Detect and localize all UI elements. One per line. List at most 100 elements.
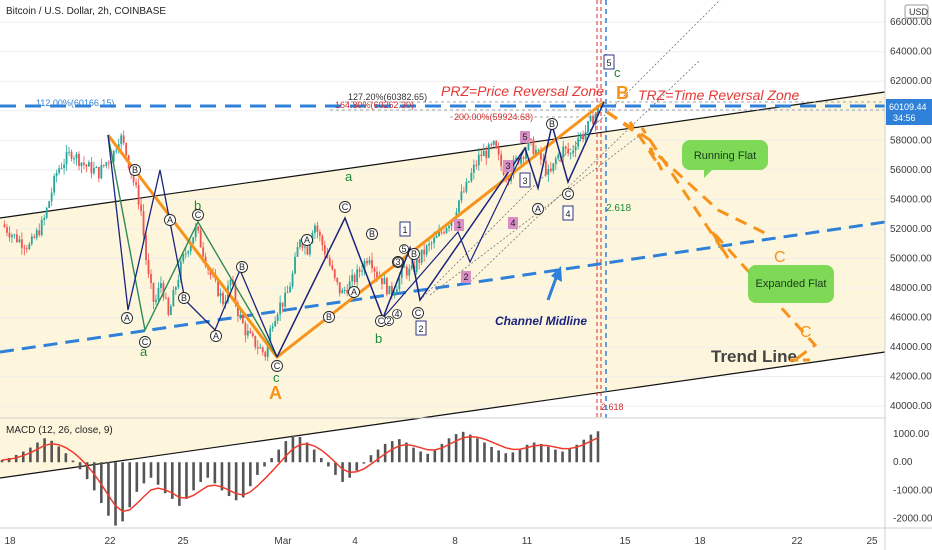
candle-body [577, 138, 580, 147]
fib-200-label: 200.00%(59924.68) [454, 112, 533, 122]
candle-body [398, 277, 401, 290]
candle-body [167, 298, 170, 315]
candle-body [25, 248, 28, 250]
candle-body [448, 225, 450, 229]
svg-text:A: A [124, 313, 130, 323]
macd-axis: -2000.00 -1000.00 0.00 1000.00 [893, 429, 932, 524]
candle-body [405, 266, 408, 276]
wave-green-a2: a [345, 169, 353, 184]
svg-text:2: 2 [463, 272, 468, 282]
macd-bar [43, 438, 46, 463]
candle-body [241, 314, 244, 324]
candle-body [65, 151, 68, 165]
macd-bar [426, 453, 430, 463]
circled-wave-label: B [129, 164, 141, 176]
wave-A-big: A [269, 383, 282, 403]
running-flat-callout: Running Flat [682, 140, 768, 178]
candle-body [415, 259, 418, 272]
candle-body [251, 333, 254, 336]
candle-body [460, 191, 463, 201]
circled-wave-label: B [366, 228, 378, 240]
candle-body [393, 292, 396, 295]
candle-body [83, 162, 85, 165]
macd-bar [234, 462, 238, 501]
candle-body [482, 150, 485, 156]
trend-line-annotation: Trend Line [711, 347, 797, 366]
candle-body [63, 164, 65, 169]
candle-body [11, 235, 13, 238]
candle-body [259, 347, 262, 349]
circled-wave-label: C [339, 201, 351, 213]
candle-body [90, 162, 93, 174]
candle-body [495, 140, 498, 149]
macd-bar [78, 462, 82, 470]
circled-wave-label: A [121, 312, 133, 324]
candle-body [165, 297, 167, 299]
candle-body [261, 347, 264, 353]
pink-wave-label: 5 [520, 131, 530, 143]
candle-body [16, 234, 18, 242]
macd-bar [348, 462, 351, 478]
macd-bar [270, 458, 273, 463]
circled-wave-label: C [139, 336, 151, 348]
candle-body [125, 143, 128, 156]
macd-bar [107, 462, 110, 516]
svg-text:2: 2 [418, 324, 423, 334]
macd-bar [525, 444, 529, 463]
circled-wave-label: B [178, 292, 190, 304]
price-tick-label: 40000.00 [890, 401, 932, 412]
macd-bar [575, 444, 579, 463]
macd-bar [114, 462, 117, 526]
candle-body [78, 153, 80, 167]
candle-body [162, 283, 165, 298]
macd-histogram [0, 431, 600, 526]
candle-body [266, 341, 269, 357]
candle-body [475, 164, 478, 166]
wave-green-c1: c [273, 370, 280, 385]
candle-body [341, 290, 344, 294]
macd-bar [14, 454, 18, 463]
candle-body [95, 167, 98, 169]
candle-body [472, 164, 475, 173]
candle-body [8, 232, 11, 238]
price-tick-label: 62000.00 [890, 76, 932, 87]
macd-bar [0, 459, 4, 463]
candle-body [289, 286, 291, 293]
candle-body [182, 254, 185, 262]
helper-dotted-3 [429, 134, 641, 296]
chart-title: Bitcoin / U.S. Dollar, 2h, COINBASE [6, 6, 166, 17]
macd-bar [249, 462, 252, 487]
candle-body [286, 292, 289, 294]
macd-bar [64, 453, 68, 463]
candle-body [169, 306, 172, 315]
candle-body [48, 201, 51, 208]
candle-body [234, 284, 237, 304]
svg-text:4: 4 [394, 309, 399, 319]
candle-body [217, 279, 219, 297]
macd-bar [57, 446, 61, 463]
macd-bar [50, 440, 53, 463]
macd-bar [582, 439, 586, 463]
candle-body [351, 274, 354, 282]
candle-body [525, 149, 527, 159]
candle-body [222, 292, 224, 305]
candle-body [274, 320, 277, 327]
svg-text:C: C [378, 316, 385, 326]
candle-body [269, 328, 272, 342]
candle-body [584, 132, 587, 140]
macd-bar [185, 462, 188, 499]
candle-body [507, 177, 510, 182]
svg-text:A: A [351, 287, 357, 297]
channel-lower-line [0, 351, 886, 479]
macd-tick-label: 0.00 [893, 457, 913, 468]
boxed-wave-label: 5 [603, 54, 615, 70]
candle-body [152, 282, 155, 302]
macd-bar [213, 462, 217, 484]
circled-wave-label: B [408, 248, 420, 260]
macd-tick-label: -2000.00 [893, 514, 932, 525]
candle-body [567, 148, 570, 154]
macd-bar [319, 458, 323, 463]
boxed-wave-label: 1 [399, 221, 411, 237]
macd-bar [263, 462, 266, 467]
